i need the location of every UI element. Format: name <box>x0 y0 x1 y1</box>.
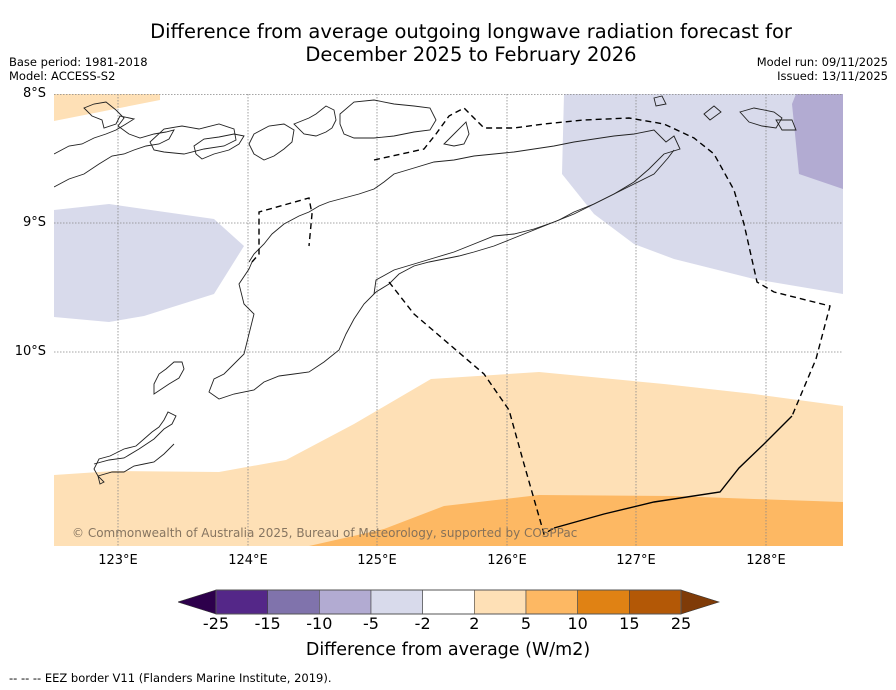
coastline-island-b <box>193 133 245 160</box>
colorbar-tick-label: 25 <box>670 614 692 633</box>
lon-label-125e: 125°E <box>357 553 397 568</box>
coastline-sumba <box>93 411 177 477</box>
colorbar-bin <box>215 589 268 615</box>
colorbar-tick-label: -5 <box>363 614 379 633</box>
base-period: Base period: 1981-2018 <box>9 55 148 69</box>
colorbar-tick-label: -25 <box>202 614 230 633</box>
gridlines <box>54 94 843 546</box>
coastline-island-small <box>443 121 470 147</box>
colorbar-over-arrow <box>680 589 720 615</box>
coastline-timor-north <box>248 129 681 295</box>
model-run: Model run: 09/11/2025 <box>756 55 888 69</box>
meta-right: Model run: 09/11/2025 Issued: 13/11/2025 <box>757 55 888 83</box>
lat-label-10s: 10°S <box>14 344 46 359</box>
eez-footnote: -- -- -- EEZ border V11 (Flanders Marine… <box>9 671 332 685</box>
coastline-wetar-2 <box>703 105 722 121</box>
lon-label-127e: 127°E <box>616 553 656 568</box>
colorbar <box>178 589 720 615</box>
coastline-island-d <box>293 105 337 137</box>
eez-border-south <box>388 281 555 536</box>
colorbar-frame <box>215 589 682 615</box>
coastline-island-a <box>149 123 237 155</box>
region-negative-10-to-5-north-east-corner <box>792 94 843 189</box>
coastline-island-c <box>248 123 295 161</box>
lon-label-123e: 123°E <box>98 553 138 568</box>
model-name: Model: ACCESS-S2 <box>9 69 116 83</box>
coastline-wetar-1 <box>653 95 667 107</box>
title-line-2: December 2025 to February 2026 <box>305 43 637 66</box>
colorbar-label: Difference from average (W/m2) <box>305 640 591 660</box>
region-positive-5-to-10-south <box>309 495 843 546</box>
eez-border-central <box>373 107 831 417</box>
colorbar-bin <box>422 589 475 615</box>
issued-date: Issued: 13/11/2025 <box>777 69 888 83</box>
region-negative-5-to-2-west <box>54 204 244 322</box>
eez-border <box>251 107 831 536</box>
region-positive-2-to-5-north-west <box>54 94 160 121</box>
colorbar-bin <box>629 589 682 615</box>
colorbar-tick-label: 2 <box>469 614 480 633</box>
lon-label-124e: 124°E <box>228 553 268 568</box>
colorbar-tick-label: 10 <box>567 614 588 633</box>
colorbar-bin <box>525 589 578 615</box>
colorbar-bin <box>474 589 527 615</box>
region-negative-5-to-2-north-east <box>562 94 843 294</box>
colorbar-tick-label: -15 <box>254 614 281 633</box>
colorbar-bin <box>370 589 423 615</box>
lat-label-9s: 9°S <box>22 215 46 230</box>
coastlines <box>54 95 797 485</box>
coastline-wetar-4 <box>775 119 797 131</box>
colorbar-bin <box>319 589 372 615</box>
lat-label-8s: 8°S <box>22 86 46 101</box>
eez-border-north <box>251 197 313 263</box>
coastline-flores-alor <box>54 101 175 188</box>
coastline-island-e <box>339 99 437 139</box>
copyright-notice: © Commonwealth of Australia 2025, Bureau… <box>72 526 578 540</box>
colorbar-tick-label: -10 <box>306 614 333 633</box>
coastline-rote <box>153 361 185 395</box>
colorbar-bin <box>577 589 630 615</box>
chart-title: Difference from average outgoing longwav… <box>0 20 896 66</box>
title-line-1: Difference from average outgoing longwav… <box>150 20 792 43</box>
lon-label-126e: 126°E <box>487 553 527 568</box>
colorbar-tick-label: 15 <box>619 614 640 633</box>
colorbar-under-arrow <box>178 589 217 615</box>
colorbar-tick-label: -2 <box>414 614 431 633</box>
map-plot <box>54 94 843 546</box>
colorbar-tick-label: 5 <box>520 614 532 633</box>
colorbar-bin <box>267 589 320 615</box>
lon-label-128e: 128°E <box>746 553 786 568</box>
coastline-timor-south <box>375 149 675 293</box>
coastline-islet <box>97 474 105 485</box>
coastline-timor-west <box>208 261 377 400</box>
eez-border-solid-segment <box>553 415 793 529</box>
meta-left: Base period: 1981-2018 Model: ACCESS-S2 <box>9 55 148 83</box>
coastline-wetar-3 <box>739 107 783 129</box>
